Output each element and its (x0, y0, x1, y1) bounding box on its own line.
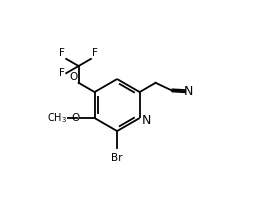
Text: O: O (69, 72, 78, 82)
Text: F: F (59, 48, 65, 58)
Text: N: N (184, 85, 194, 98)
Text: CH$_3$: CH$_3$ (47, 111, 67, 125)
Text: O: O (71, 113, 79, 123)
Text: F: F (59, 68, 65, 78)
Text: Br: Br (111, 153, 123, 163)
Text: N: N (141, 114, 151, 127)
Text: F: F (92, 48, 98, 58)
